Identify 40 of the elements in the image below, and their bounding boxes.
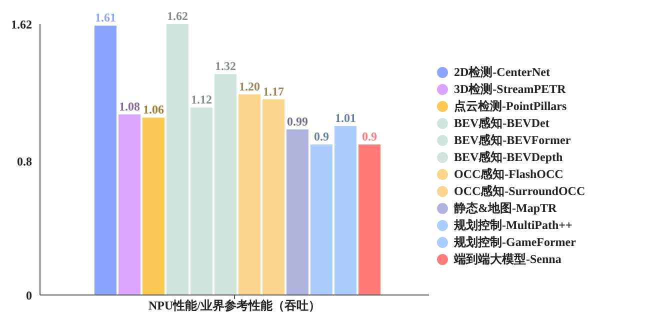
y-tick-label: 0 bbox=[26, 288, 32, 302]
data-label: 1.06 bbox=[142, 102, 164, 117]
legend-label: 点云检测-PointPillars bbox=[454, 98, 567, 114]
legend-label: 静态&地图-MapTR bbox=[454, 200, 557, 216]
bar bbox=[190, 108, 212, 295]
data-label: 1.12 bbox=[190, 92, 212, 107]
bar bbox=[142, 118, 164, 295]
bar bbox=[94, 26, 116, 295]
y-tick-label: 1.62 bbox=[11, 17, 32, 32]
legend-label: BEV感知-BEVFormer bbox=[454, 132, 571, 148]
bar bbox=[214, 74, 236, 295]
data-label: 1.62 bbox=[166, 9, 188, 23]
legend-label: OCC感知-SurroundOCC bbox=[454, 182, 586, 200]
y-tick-label: 0.8 bbox=[17, 154, 32, 168]
data-label: 1.61 bbox=[94, 10, 116, 25]
data-label: 1.20 bbox=[238, 79, 260, 94]
data-label: 0.9 bbox=[362, 129, 377, 144]
bar bbox=[238, 94, 260, 295]
legend-label: OCC感知-FlashOCC bbox=[454, 166, 564, 182]
data-label: 1.32 bbox=[214, 59, 236, 74]
data-label: 1.17 bbox=[262, 84, 284, 98]
legend-label: BEV感知-BEVDepth bbox=[454, 148, 563, 166]
bar bbox=[262, 99, 284, 295]
bar bbox=[118, 114, 140, 295]
data-label: 1.08 bbox=[118, 99, 140, 114]
legend-label: 2D检测-CenterNet bbox=[454, 64, 550, 80]
legend-label: 规划控制-MultiPath++ bbox=[454, 216, 572, 234]
bar bbox=[358, 144, 380, 295]
legend-label: 端到端大模型-Senna bbox=[454, 250, 562, 268]
bar bbox=[310, 144, 332, 295]
legend-label: 规划控制-GameFormer bbox=[454, 234, 576, 250]
bar bbox=[286, 129, 308, 295]
legend-label: BEV感知-BEVDet bbox=[454, 114, 550, 132]
data-label: 0.99 bbox=[286, 114, 308, 128]
bar bbox=[166, 24, 188, 295]
data-label: 1.01 bbox=[334, 111, 356, 126]
bar bbox=[334, 126, 356, 295]
x-tick-label: NPU性能/业界参考性能（吞吐） bbox=[148, 298, 320, 313]
legend-label: 3D检测-StreamPETR bbox=[454, 80, 566, 98]
data-label: 0.9 bbox=[314, 129, 329, 144]
